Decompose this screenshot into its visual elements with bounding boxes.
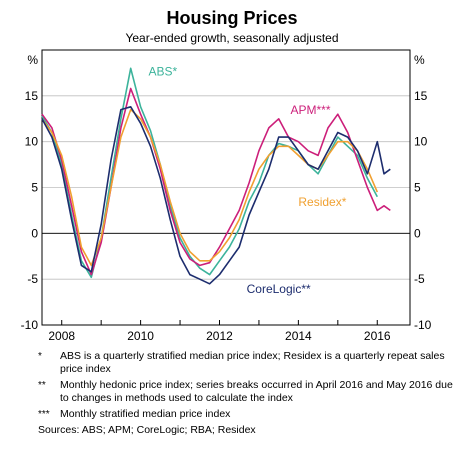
series-label: ABS* — [148, 65, 177, 79]
footnote: *** Monthly stratified median price inde… — [38, 408, 458, 421]
series-line-apm — [41, 87, 391, 276]
y-tick-label-left: 15 — [25, 89, 39, 103]
x-tick-label: 2016 — [364, 329, 391, 343]
footnote: ** Monthly hedonic price index; series b… — [38, 379, 458, 405]
x-tick-label: 2012 — [206, 329, 233, 343]
series-label: Residex* — [298, 195, 346, 209]
sources: Sources: ABS; APM; CoreLogic; RBA; Resid… — [38, 424, 256, 436]
footnote-text: ABS is a quarterly stratified median pri… — [60, 350, 445, 375]
x-tick-label: 2010 — [127, 329, 154, 343]
footnote: * ABS is a quarterly stratified median p… — [38, 350, 458, 376]
series-line-abs — [41, 67, 379, 279]
y-tick-label-left: 10 — [25, 135, 39, 149]
series-line-corelogic — [41, 106, 391, 285]
y-tick-label-right: 15 — [414, 89, 428, 103]
series-label: APM*** — [290, 103, 330, 117]
chart-subtitle: Year-ended growth, seasonally adjusted — [125, 31, 338, 45]
y-tick-label-left: -10 — [21, 318, 39, 332]
y-tick-label-left: 0 — [31, 226, 38, 240]
x-tick-label: 2014 — [285, 329, 312, 343]
footnote-text: Monthly hedonic price index; series brea… — [60, 379, 453, 404]
y-tick-label-left: 5 — [31, 181, 38, 195]
series-label: CoreLogic** — [247, 282, 311, 296]
y-tick-label-left: -5 — [27, 272, 38, 286]
x-tick-label: 2008 — [48, 329, 75, 343]
footnotes: * ABS is a quarterly stratified median p… — [38, 350, 458, 437]
footnote-text: Monthly stratified median price index — [60, 408, 231, 420]
y-tick-label-right: 0 — [414, 226, 421, 240]
y-tick-label-right: 10 — [414, 135, 428, 149]
y-tick-label-right: -5 — [414, 272, 425, 286]
y-unit-right: % — [414, 53, 425, 67]
footnote-mark: ** — [38, 380, 46, 391]
footnote-mark: * — [38, 351, 42, 362]
chart-title: Housing Prices — [166, 8, 297, 28]
y-unit-left: % — [27, 53, 38, 67]
y-tick-label-right: -10 — [414, 318, 432, 332]
footnote-mark: *** — [38, 409, 50, 420]
y-tick-label-right: 5 — [414, 181, 421, 195]
chart: Housing Prices Year-ended growth, seasona… — [21, 8, 432, 343]
plot-frame — [41, 49, 411, 326]
